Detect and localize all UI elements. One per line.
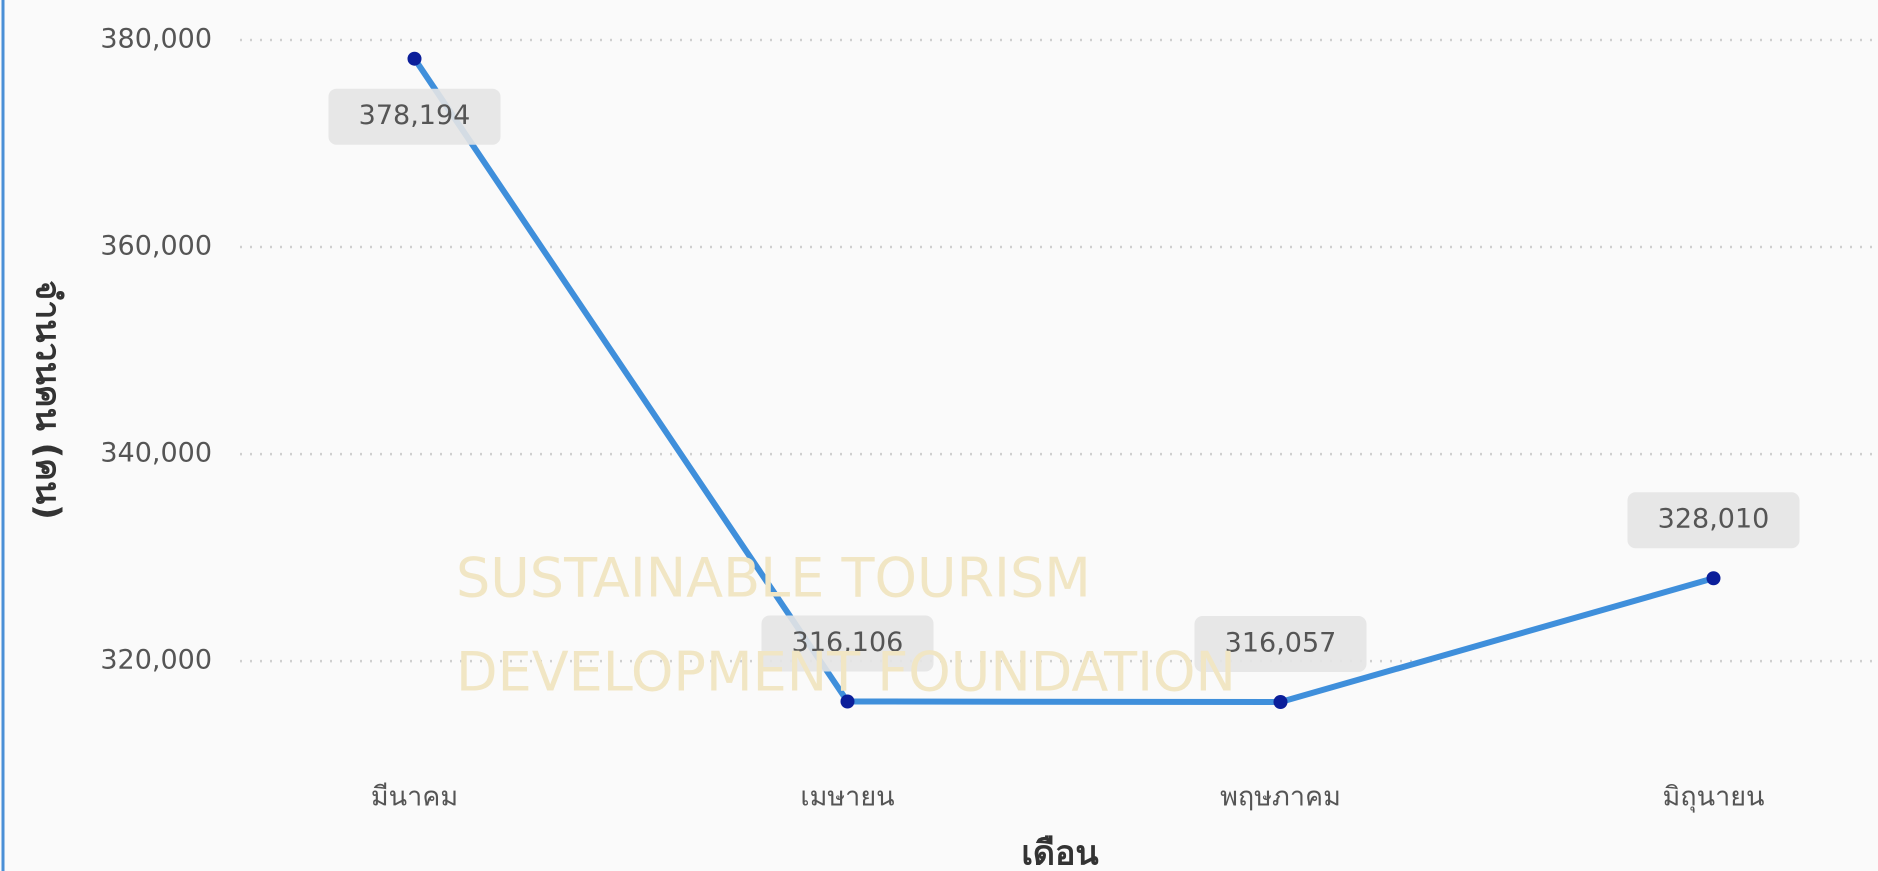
data-label-box [328,88,501,145]
x-axis-title: เดือน [1021,834,1098,871]
y-axis-title: จำนวนคน (คน) [28,280,68,519]
x-tick-label: มิถุนายน [1662,782,1764,814]
x-tick-label: เมษายน [800,782,894,813]
data-label: 316,106 [792,627,904,658]
point [407,51,422,66]
y-tick-label: 360,000 [100,231,212,262]
data-label: 316,057 [1225,627,1337,658]
watermark: SUSTAINABLE TOURISM [456,547,1091,610]
data-label: 378,194 [359,100,471,131]
data-label: 328,010 [1658,504,1770,535]
point [1706,571,1721,586]
marks: 378,194 316,106 316,057 328,010 [328,51,1800,709]
line [412,57,1715,705]
x-tick-label: พฤษภาคม [1220,782,1341,813]
data-label-box [1194,615,1367,672]
y-tick-label: 380,000 [100,24,212,55]
y-tick-label: 340,000 [100,438,212,469]
data-label-box [761,615,934,672]
watermark: DEVELOPMENT FOUNDATION [456,641,1236,704]
data-label-box [1627,492,1800,549]
y-tick-label: 320,000 [100,645,212,676]
grid: 320,000 340,000 360,000 380,000 มีนาคม เมษายน… [100,24,1878,814]
x-tick-label: มีนาคม [371,782,458,813]
point [840,694,855,709]
point [1273,694,1288,709]
